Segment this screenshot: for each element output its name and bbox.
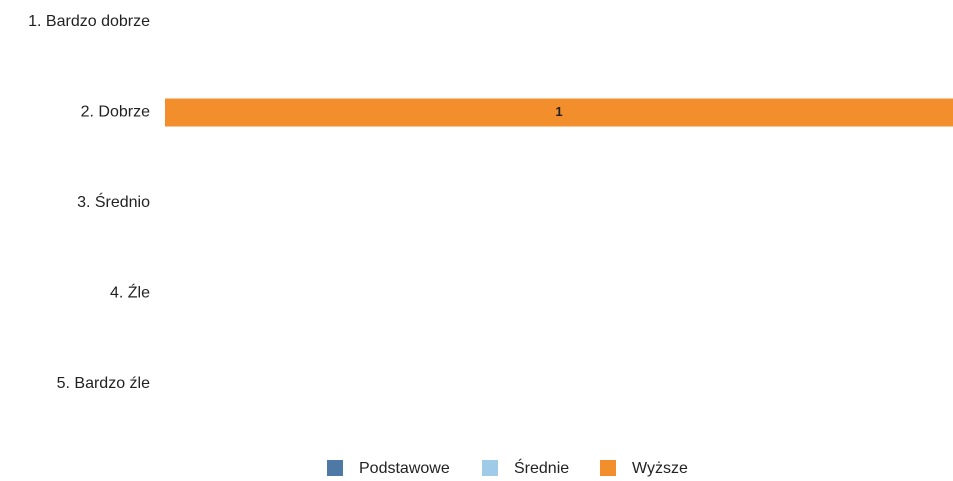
y-tick-label: 3. Średnio [77,192,150,211]
bar [165,98,953,127]
legend-swatch [482,460,498,476]
legend-label: Wyższe [632,460,688,477]
legend-label: Średnie [514,458,569,477]
y-tick-label: 4. Źle [110,283,150,302]
legend-swatch [600,460,616,476]
legend-label: Podstawowe [359,460,450,477]
y-tick-label: 1. Bardzo dobrze [28,13,150,30]
y-tick-label: 2. Dobrze [81,104,150,121]
y-tick-label: 5. Bardzo źle [57,375,150,392]
legend-swatch [327,460,343,476]
data-label: 1 [555,104,562,119]
